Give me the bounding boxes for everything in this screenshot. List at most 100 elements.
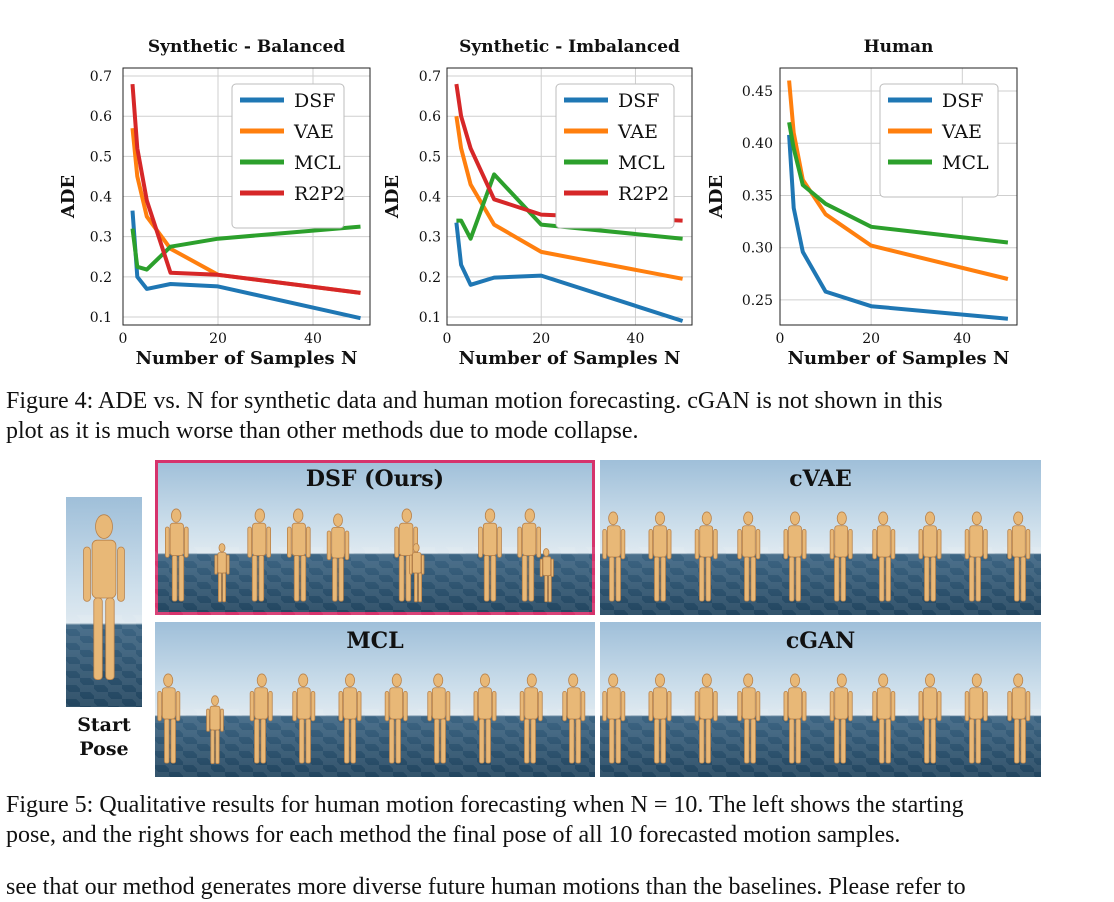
body-text-line: see that our method generates more diver…: [6, 874, 966, 900]
y-tick-label: 0.1: [419, 310, 441, 326]
pose-figure-cgan: [829, 673, 853, 764]
figure-4-charts: 0.1 0.2 0.3 0.4 0.5 0.6 0.7 0 20 40 Synthetic - Ba…: [58, 37, 1018, 369]
pose-figure-dsf: [539, 548, 554, 603]
pose-figure-cvae: [783, 511, 807, 602]
x-tick-label: 0: [776, 331, 785, 347]
pose-figure-mcl: [562, 673, 586, 764]
pose-figure-cgan: [872, 673, 896, 764]
pose-figure-cgan: [648, 673, 672, 764]
x-tick-label: 20: [862, 331, 880, 347]
panel-title-cvae: cVAE: [789, 466, 852, 492]
series-line-dsf: [454, 222, 684, 323]
pose-figure-mcl: [338, 673, 362, 764]
chart-title: Human: [864, 37, 934, 57]
legend-label-mcl: MCL: [294, 152, 341, 174]
pose-figure-cvae: [1007, 511, 1031, 602]
series-line-mcl: [130, 224, 361, 272]
pose-figure-cvae: [737, 511, 761, 602]
start-pose-label: Start Pose: [66, 713, 142, 761]
pose-figure-mcl: [473, 673, 497, 764]
pose-figure-cgan: [1007, 673, 1031, 764]
y-tick-label: 0.6: [90, 109, 112, 125]
pose-figure-dsf: [326, 513, 350, 602]
y-tick-label: 0.30: [742, 241, 773, 257]
legend-label-vae: VAE: [941, 121, 982, 143]
legend-label-dsf: DSF: [942, 90, 983, 112]
pose-figure-cvae: [964, 511, 988, 602]
pose-figure-mcl: [206, 695, 224, 764]
series-line-vae: [787, 80, 1009, 281]
pose-figure-mcl: [384, 673, 408, 764]
y-axis-label: ADE: [58, 175, 79, 219]
chart-1: 0.1 0.2 0.3 0.4 0.5 0.6 0.7 0 20 40 Synthetic - Ba…: [58, 37, 371, 369]
x-axis-label: Number of Samples N: [136, 348, 358, 369]
series-line-dsf: [787, 134, 1009, 321]
x-tick-label: 40: [627, 331, 645, 347]
y-tick-label: 0.35: [742, 188, 773, 204]
panel-title-dsf: DSF (Ours): [305, 466, 445, 492]
y-tick-label: 0.1: [90, 310, 112, 326]
y-tick-label: 0.25: [742, 293, 773, 309]
y-tick-label: 0.7: [419, 69, 441, 85]
pose-figure-cvae: [918, 511, 942, 602]
x-axis-label: Number of Samples N: [788, 348, 1010, 369]
x-tick-label: 20: [532, 331, 550, 347]
pose-figure-cgan: [737, 673, 761, 764]
start-label-line-2: Pose: [79, 738, 129, 760]
x-tick-label: 20: [209, 331, 227, 347]
x-tick-label: 0: [443, 331, 452, 347]
legend-label-r2p2: R2P2: [618, 183, 669, 205]
pose-figure-dsf: [214, 543, 230, 603]
y-tick-label: 0.5: [90, 149, 112, 165]
chart-3: 0.25 0.30 0.35 0.40 0.45 0 20 40 Human Number of …: [706, 37, 1018, 369]
pose-figure-mcl: [427, 673, 451, 764]
y-tick-label: 0.5: [419, 149, 441, 165]
chart-title: Synthetic - Balanced: [148, 37, 345, 57]
pose-figure-mcl: [249, 673, 273, 764]
legend-label-mcl: MCL: [942, 152, 989, 174]
pose-figure-mcl: [157, 673, 181, 764]
pose-figure-cgan: [964, 673, 988, 764]
y-tick-label: 0.2: [419, 270, 441, 286]
y-axis-label: ADE: [706, 175, 727, 219]
legend-label-vae: VAE: [293, 121, 334, 143]
y-tick-label: 0.45: [742, 84, 773, 100]
series-line-mcl: [787, 121, 1009, 245]
pose-figure-dsf: [164, 508, 189, 602]
figure-5-caption-line-1: Figure 5: Qualitative results for human …: [6, 792, 964, 818]
pose-figure-mcl: [292, 673, 316, 764]
y-tick-label: 0.40: [742, 136, 773, 152]
x-axis-label: Number of Samples N: [459, 348, 681, 369]
pose-figure-cgan: [694, 673, 718, 764]
y-tick-label: 0.2: [90, 270, 112, 286]
pose-figure-dsf: [394, 508, 418, 602]
legend-label-r2p2: R2P2: [294, 183, 345, 205]
figure-5-caption: Figure 5: Qualitative results for human …: [6, 790, 1110, 850]
x-tick-label: 0: [119, 331, 128, 347]
legend-label-dsf: DSF: [618, 90, 659, 112]
pose-figure-mcl: [519, 673, 543, 764]
y-tick-label: 0.4: [419, 190, 441, 206]
x-tick-label: 40: [953, 331, 971, 347]
start-pose-figure: [83, 514, 125, 680]
y-tick-label: 0.4: [90, 190, 112, 206]
pose-figure-cvae: [648, 511, 672, 602]
panel-title-cgan: cGAN: [785, 628, 856, 654]
pose-figure-dsf: [478, 508, 502, 602]
pose-figure-cgan: [783, 673, 807, 764]
y-axis-label: ADE: [382, 175, 403, 219]
pose-figure-cvae: [602, 511, 626, 602]
figure-5-caption-line-2: pose, and the right shows for each metho…: [6, 822, 901, 848]
figure-4-caption: Figure 4: ADE vs. N for synthetic data a…: [6, 386, 1110, 446]
plot-frame: [446, 67, 693, 326]
chart-2: 0.1 0.2 0.3 0.4 0.5 0.6 0.7 0 20 40 Synthetic - Im…: [382, 37, 693, 369]
pose-figure-dsf: [517, 508, 541, 602]
pose-figure-cgan: [918, 673, 942, 764]
pose-figure-cvae: [694, 511, 718, 602]
legend-label-mcl: MCL: [618, 152, 665, 174]
chart-title: Synthetic - Imbalanced: [459, 37, 680, 57]
pose-figure-cvae: [872, 511, 896, 602]
legend-box: [879, 83, 999, 198]
plot-frame: [779, 67, 1018, 326]
pose-figure-dsf: [247, 508, 271, 602]
